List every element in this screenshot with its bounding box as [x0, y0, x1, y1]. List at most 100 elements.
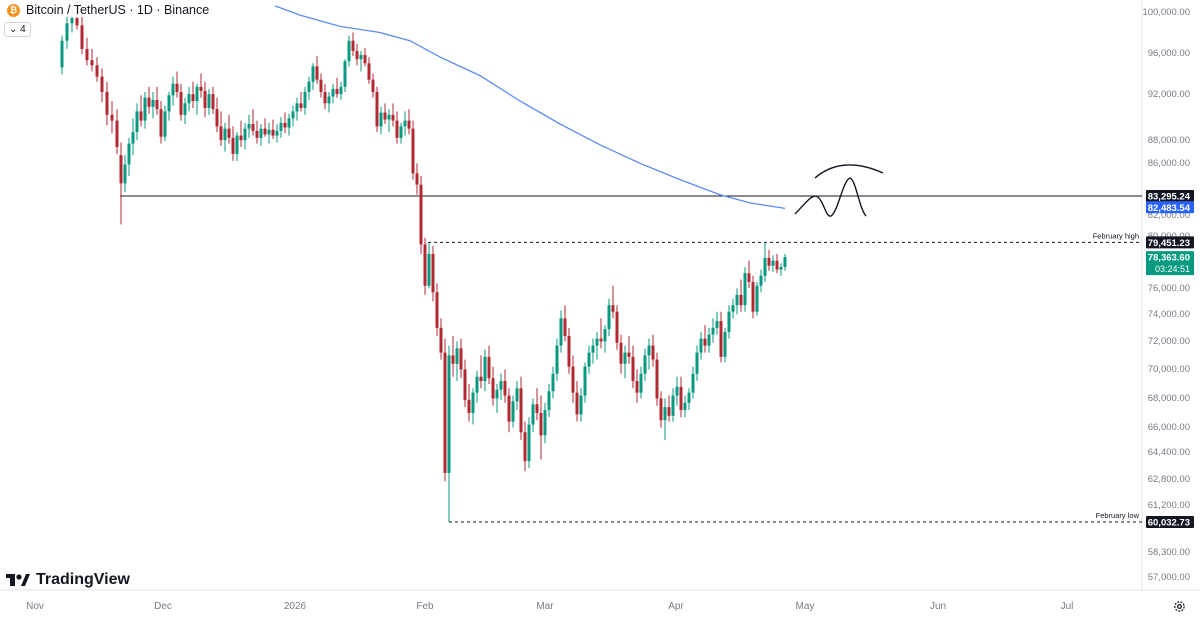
candle-body: [547, 391, 551, 411]
price-tick-label: 66,000.00: [1148, 422, 1190, 433]
candle-body: [110, 114, 114, 121]
candle: [387, 109, 391, 133]
candle-body: [105, 91, 109, 115]
candle-body: [227, 128, 231, 138]
candle: [655, 352, 659, 406]
candle: [547, 383, 551, 418]
candle: [343, 59, 347, 92]
candle: [615, 305, 619, 350]
candle-body: [263, 128, 267, 135]
price-axis[interactable]: 100,000.00 96,000.00 92,000.00 88,000.00 86,…: [1142, 7, 1190, 583]
candle: [411, 120, 415, 180]
candle-body: [159, 109, 163, 137]
candle-body: [527, 424, 531, 462]
candle-body: [455, 348, 459, 364]
candle: [591, 338, 595, 364]
candle-body: [567, 335, 571, 367]
candle: [319, 73, 323, 98]
candle-body: [687, 392, 691, 403]
price-label-box: [1146, 190, 1194, 202]
candle: [471, 388, 475, 425]
candle-body: [623, 352, 627, 364]
candle-body: [779, 267, 783, 270]
candle-body: [531, 404, 535, 425]
candle-body: [407, 120, 411, 129]
candle: [467, 383, 471, 422]
candle: [711, 318, 715, 343]
price-label-box: [1146, 201, 1194, 214]
candle: [515, 381, 519, 411]
candle-body: [291, 111, 295, 119]
candle-body: [267, 129, 271, 135]
candle-body: [403, 120, 407, 127]
gear-icon[interactable]: [1173, 600, 1186, 613]
time-axis[interactable]: Nov Dec 2026 Feb Mar Apr May Jun Jul: [26, 601, 1073, 612]
candle-body: [683, 402, 687, 411]
candle-body: [487, 356, 491, 379]
candle: [775, 253, 779, 274]
candle: [60, 35, 64, 75]
candle-body: [367, 63, 371, 80]
candle-body: [175, 83, 179, 92]
candle: [499, 373, 503, 400]
candle-body: [60, 40, 64, 68]
candle: [243, 122, 247, 150]
candle-body: [147, 97, 151, 107]
candle-body: [85, 48, 89, 61]
candle: [735, 288, 739, 315]
candle: [195, 83, 199, 115]
candle-body: [191, 94, 195, 102]
candle: [131, 118, 135, 156]
candle: [211, 86, 215, 114]
candle: [507, 388, 511, 433]
candle: [339, 81, 343, 100]
candle: [423, 237, 427, 295]
candle: [667, 395, 671, 422]
candle-body: [203, 90, 207, 108]
candle: [183, 97, 187, 125]
tradingview-wordmark: TradingView: [36, 571, 130, 588]
candle-body: [775, 260, 779, 270]
price-tick-label: 86,000.00: [1148, 158, 1190, 169]
price-tick-label: 62,800.00: [1148, 474, 1190, 485]
candle: [611, 285, 615, 319]
candle-body: [663, 407, 667, 421]
candle-body: [727, 311, 731, 332]
candle-body: [507, 395, 511, 422]
candle-body: [183, 103, 187, 115]
candle: [523, 421, 527, 472]
candle: [495, 383, 499, 413]
candle: [751, 275, 755, 319]
candle-body: [675, 386, 679, 396]
candle: [699, 331, 703, 360]
candle-body: [443, 352, 447, 473]
candle-body: [519, 388, 523, 433]
time-tick-label: Feb: [416, 601, 434, 612]
candle-body: [283, 122, 287, 128]
candle-body: [383, 112, 387, 120]
candle-body: [179, 91, 183, 115]
candle-body: [435, 292, 439, 328]
price-tick-label: 57,000.00: [1148, 572, 1190, 583]
collapse-indicators-button[interactable]: ⌄ 4: [4, 22, 31, 37]
candle-body: [479, 376, 483, 382]
candle-body: [767, 257, 771, 266]
candle: [375, 86, 379, 133]
candle: [255, 120, 259, 144]
candle-body: [575, 392, 579, 415]
candle: [100, 68, 104, 103]
candle: [403, 111, 407, 136]
candle: [275, 124, 279, 143]
tradingview-logo[interactable]: TradingView: [6, 571, 130, 589]
candle: [115, 109, 119, 154]
candle: [323, 83, 327, 110]
symbol-legend[interactable]: ₿ Bitcoin / TetherUS · 1D · Binance: [4, 3, 213, 17]
candle: [167, 91, 171, 121]
candle: [759, 269, 763, 293]
candle-body: [127, 143, 131, 165]
candle: [771, 255, 775, 272]
candle: [599, 318, 603, 349]
candle-body: [559, 318, 563, 346]
candle: [763, 242, 767, 282]
